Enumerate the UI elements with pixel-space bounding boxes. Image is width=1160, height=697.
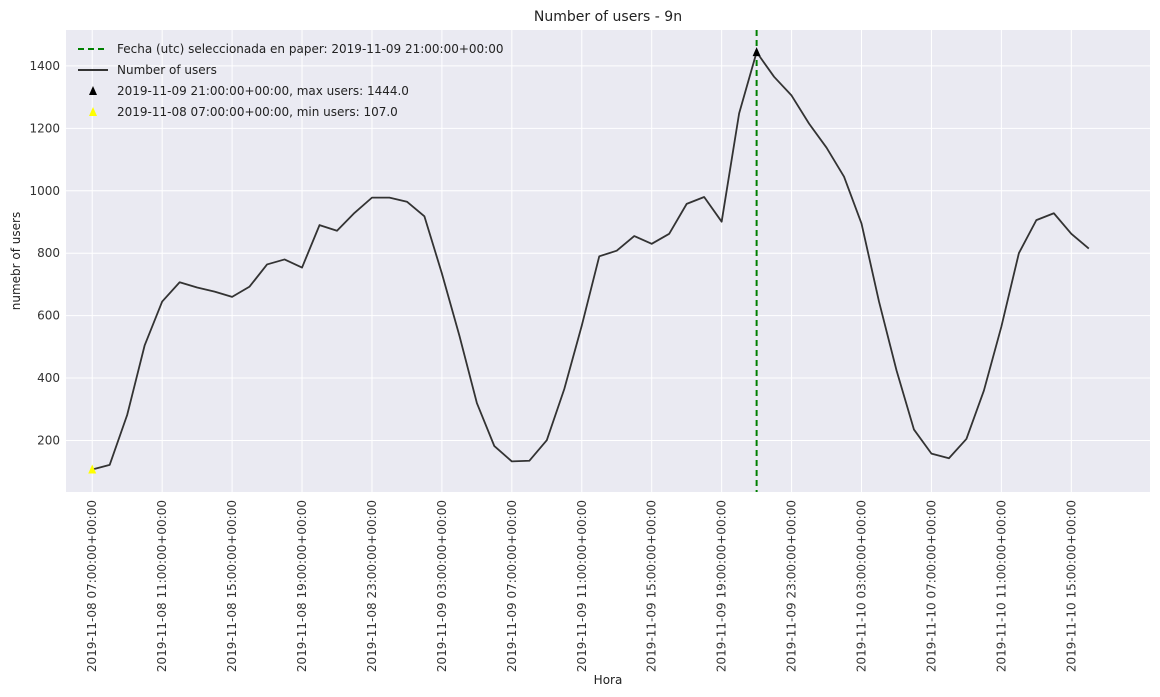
series-line: [91, 51, 1090, 471]
legend-series-label: Number of users: [117, 63, 217, 77]
y-tick-label: 400: [37, 371, 60, 385]
x-axis-label: Hora: [594, 673, 623, 687]
x-tick-labels: 2019-11-08 07:00:00+00:00 2019-11-08 11:0…: [85, 500, 1078, 672]
extreme-marker: [752, 47, 761, 57]
x-tick-label: 2019-11-10 07:00:00+00:00: [924, 500, 938, 672]
legend-max-marker: [89, 86, 97, 95]
x-tick-label: 2019-11-09 19:00:00+00:00: [715, 500, 729, 672]
plot-background: [66, 30, 1150, 492]
x-tick-label: 2019-11-09 03:00:00+00:00: [435, 500, 449, 672]
x-tick-label: 2019-11-09 23:00:00+00:00: [785, 500, 799, 672]
y-tick-label: 1400: [29, 59, 60, 73]
x-tick-label: 2019-11-08 15:00:00+00:00: [225, 500, 239, 672]
chart-title: Number of users - 9n: [534, 9, 682, 25]
x-tick-label: 2019-11-09 15:00:00+00:00: [645, 500, 659, 672]
x-tick-label: 2019-11-08 23:00:00+00:00: [365, 500, 379, 672]
legend-vline-label: Fecha (utc) seleccionada en paper: 2019-…: [117, 42, 504, 56]
x-tick-label: 2019-11-10 11:00:00+00:00: [994, 500, 1008, 672]
x-tick-label: 2019-11-08 19:00:00+00:00: [295, 500, 309, 672]
x-tick-label: 2019-11-10 15:00:00+00:00: [1064, 500, 1078, 672]
y-tick-labels: 200 400 600 800 1000 1200 1400: [29, 59, 60, 448]
legend-min-label: 2019-11-08 07:00:00+00:00, min users: 10…: [117, 105, 398, 119]
y-tick-label: 1000: [29, 184, 60, 198]
legend-max-label: 2019-11-09 21:00:00+00:00, max users: 14…: [117, 84, 409, 98]
marker-layer: [88, 47, 761, 474]
x-tick-label: 2019-11-09 07:00:00+00:00: [505, 500, 519, 672]
extreme-marker: [88, 464, 97, 474]
y-tick-label: 800: [37, 246, 60, 260]
grid: [66, 30, 1150, 492]
y-axis-label: numebr of users: [9, 212, 23, 310]
series-layer: [91, 51, 1090, 471]
x-tick-label: 2019-11-08 07:00:00+00:00: [85, 500, 99, 672]
y-tick-label: 200: [37, 433, 60, 447]
legend: Fecha (utc) seleccionada en paper: 2019-…: [78, 42, 504, 119]
x-tick-label: 2019-11-08 11:00:00+00:00: [155, 500, 169, 672]
legend-min-marker: [89, 107, 97, 116]
x-tick-label: 2019-11-10 03:00:00+00:00: [855, 500, 869, 672]
y-tick-label: 600: [37, 309, 60, 323]
y-tick-label: 1200: [29, 121, 60, 135]
x-tick-label: 2019-11-09 11:00:00+00:00: [575, 500, 589, 672]
